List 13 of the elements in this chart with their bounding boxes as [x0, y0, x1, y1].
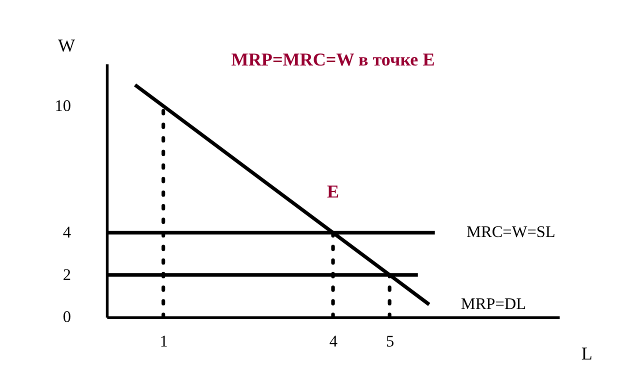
x-tick-label: 4 — [329, 332, 338, 351]
x-axis-title: L — [581, 343, 592, 364]
y-tick-label: 0 — [62, 307, 72, 326]
y-tick-label: 2 — [62, 264, 72, 284]
x-tick-label: 1 — [160, 332, 168, 351]
y-axis-title: W — [58, 36, 76, 56]
annotation: E — [326, 181, 340, 202]
chart-title: MRP=MRC=W в точке E — [231, 50, 435, 70]
series-label: MRP=DL — [460, 294, 526, 314]
series-label: MRC=W=SL — [466, 222, 556, 242]
y-tick-label: 10 — [54, 96, 72, 115]
y-tick-label: 4 — [62, 222, 72, 242]
x-tick-label: 5 — [386, 332, 394, 351]
